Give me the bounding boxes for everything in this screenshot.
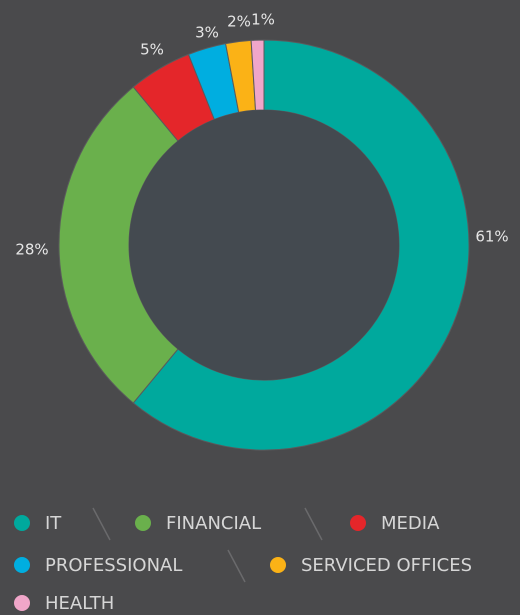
- legend-swatch: [14, 515, 30, 531]
- value-label: 2%: [227, 13, 251, 31]
- donut-hole: [129, 110, 399, 380]
- legend-separator: [227, 549, 246, 583]
- legend-separator: [92, 507, 111, 541]
- value-label: 1%: [251, 11, 275, 29]
- donut-segment: [132, 39, 470, 451]
- legend-swatch: [135, 515, 151, 531]
- legend-swatch: [350, 515, 366, 531]
- legend-label: SERVICED OFFICES: [301, 555, 472, 576]
- value-label: 5%: [140, 41, 164, 59]
- legend-swatch: [270, 557, 286, 573]
- value-label: 28%: [15, 241, 48, 259]
- legend-label: HEALTH: [45, 593, 114, 614]
- value-label: 3%: [195, 24, 219, 42]
- legend-swatch: [14, 557, 30, 573]
- legend-label: IT: [45, 513, 62, 534]
- legend-label: MEDIA: [381, 513, 440, 534]
- value-label: 61%: [475, 228, 508, 246]
- legend-label: PROFESSIONAL: [45, 555, 182, 576]
- legend-label: FINANCIAL: [166, 513, 261, 534]
- legend-swatch: [14, 595, 30, 611]
- legend-separator: [304, 507, 323, 541]
